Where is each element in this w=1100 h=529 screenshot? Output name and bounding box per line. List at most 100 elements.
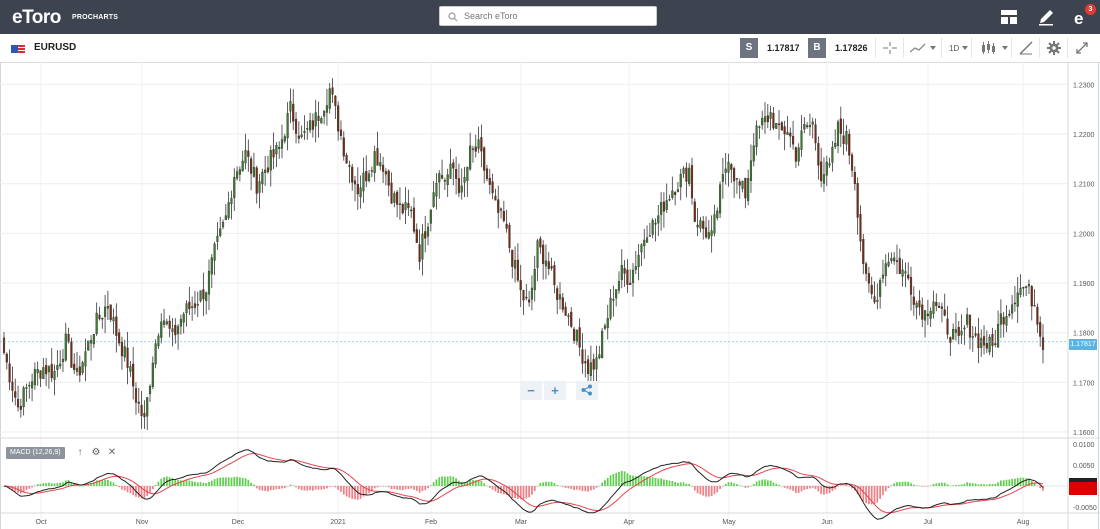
candle-body <box>118 332 121 344</box>
macd-histogram-bar <box>129 486 132 494</box>
search-box[interactable] <box>439 6 657 26</box>
macd-histogram-bar <box>598 485 601 487</box>
candle-body <box>120 341 124 357</box>
price-chart[interactable]: 1.23001.22001.21001.20001.19001.18001.17… <box>0 62 1100 529</box>
search-input[interactable] <box>464 9 649 23</box>
candle-body <box>342 137 345 157</box>
candle-body <box>755 125 758 148</box>
macd-histogram-bar <box>778 484 780 487</box>
candle-body <box>923 310 927 321</box>
macd-histogram-bar <box>882 486 884 496</box>
etoro-logo[interactable]: eToro <box>12 7 61 28</box>
candle-body <box>676 189 680 193</box>
candle-body <box>16 399 20 408</box>
chart-type-button[interactable] <box>971 38 1012 58</box>
price-tick-label: 1.2000 <box>1073 231 1095 238</box>
candle-body <box>207 270 211 295</box>
expand-button[interactable] <box>1067 38 1096 58</box>
macd-histogram-bar <box>820 486 823 494</box>
macd-histogram-bar <box>90 482 92 487</box>
sell-button[interactable]: S <box>740 38 758 58</box>
candle-body <box>887 261 890 266</box>
macd-histogram-bar <box>696 486 699 494</box>
candle-body <box>497 199 500 213</box>
macd-histogram-bar <box>42 483 45 487</box>
macd-histogram-bar <box>239 477 241 487</box>
candle-body <box>460 185 463 193</box>
settings-button[interactable] <box>1039 38 1068 58</box>
time-tick-label: May <box>722 519 736 526</box>
zoom-in-button[interactable]: + <box>544 381 566 400</box>
zoom-out-button[interactable]: − <box>520 381 542 400</box>
macd-histogram-bar <box>671 481 674 487</box>
instrument-symbol[interactable]: EURUSD <box>34 42 77 53</box>
macd-histogram-bar <box>396 486 399 490</box>
macd-histogram-bar <box>502 486 505 495</box>
macd-histogram-bar <box>480 480 483 487</box>
candle-body <box>831 146 834 163</box>
candle-body <box>73 363 76 371</box>
candle-body <box>862 239 865 264</box>
candle-body <box>845 131 848 145</box>
candle-body <box>733 168 736 182</box>
macd-label[interactable]: MACD (12,26,9) <box>6 447 65 459</box>
draw-button[interactable] <box>1011 38 1040 58</box>
macd-histogram-bar <box>814 486 817 490</box>
candle-body <box>780 122 783 131</box>
macd-histogram-bar <box>115 484 118 487</box>
buy-button[interactable]: B <box>808 38 826 58</box>
macd-histogram-bar <box>719 486 721 490</box>
candle-body <box>985 342 988 349</box>
candle-body <box>514 260 517 269</box>
arrow-up-icon[interactable]: ↑ <box>77 447 83 458</box>
candle-body <box>480 137 483 152</box>
candle-body <box>438 173 441 183</box>
macd-histogram-bar <box>300 486 303 491</box>
candle-body <box>758 126 761 128</box>
candle-body <box>191 306 194 308</box>
macd-histogram-bar <box>224 477 227 487</box>
candle-body <box>286 113 289 139</box>
macd-histogram-bar <box>519 486 522 500</box>
candle-body <box>393 193 396 203</box>
candle-body <box>404 202 407 211</box>
macd-histogram-bar <box>359 486 362 499</box>
candle-body <box>28 384 31 387</box>
notifications-icon[interactable]: e <box>1071 7 1091 27</box>
candle-body <box>530 287 533 300</box>
layout-icon[interactable] <box>999 7 1019 27</box>
macd-histogram-bar <box>67 480 70 487</box>
candle-body <box>70 341 73 368</box>
chevron-down-icon <box>1002 46 1008 50</box>
macd-histogram-bar <box>351 486 354 499</box>
macd-histogram-bar <box>677 482 679 487</box>
timeframe-select[interactable]: 1D <box>941 38 972 58</box>
macd-histogram-bar <box>528 486 530 498</box>
buy-price[interactable]: 1.17826 <box>835 43 868 53</box>
candle-body <box>306 128 309 130</box>
indicators-button[interactable] <box>903 38 942 58</box>
macd-histogram-bar <box>876 486 879 503</box>
share-button[interactable] <box>576 381 598 400</box>
macd-histogram-bar <box>654 478 657 487</box>
candle-body <box>617 281 621 291</box>
macd-histogram-bar <box>404 486 407 490</box>
candle-body <box>982 336 986 346</box>
crosshair-button[interactable] <box>875 38 904 58</box>
time-tick-label: Feb <box>425 519 437 526</box>
candle-body <box>485 168 489 179</box>
candle-body <box>744 177 747 199</box>
close-icon[interactable]: ✕ <box>107 447 117 458</box>
gear-icon[interactable]: ⚙ <box>91 447 101 458</box>
candle-body <box>547 261 550 269</box>
candle-body <box>623 268 626 274</box>
macd-histogram-bar <box>418 486 421 493</box>
macd-histogram-bar <box>354 486 356 500</box>
candle-body <box>115 316 118 336</box>
candle-body <box>353 180 357 185</box>
macd-histogram-bar <box>373 486 376 489</box>
time-tick-label: Jun <box>821 519 832 526</box>
pencil-icon[interactable] <box>1036 7 1056 27</box>
candle-body <box>162 320 166 325</box>
sell-price[interactable]: 1.17817 <box>767 43 800 53</box>
